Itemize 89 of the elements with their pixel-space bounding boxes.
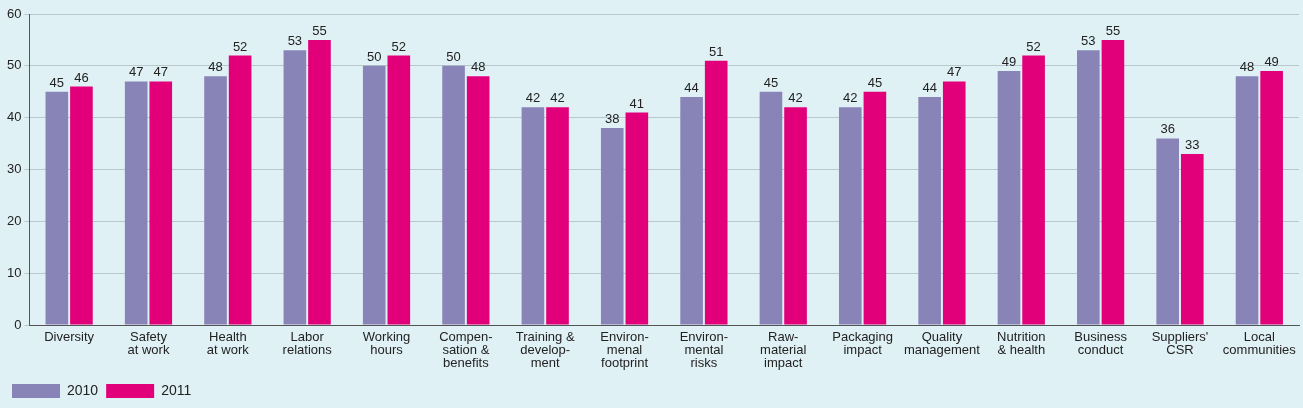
data-label: 49 bbox=[1001, 54, 1017, 70]
bar bbox=[625, 112, 649, 325]
data-label: 51 bbox=[708, 43, 724, 59]
x-tick-label: Environ- mental risks bbox=[679, 329, 729, 371]
bar bbox=[1101, 39, 1125, 325]
x-tick-label: Working hours bbox=[362, 329, 411, 358]
bar bbox=[997, 71, 1021, 325]
y-tick-label: 0 bbox=[14, 316, 22, 332]
bar bbox=[759, 91, 783, 325]
bar bbox=[149, 81, 173, 325]
data-label: 45 bbox=[867, 74, 883, 90]
bar bbox=[204, 76, 227, 325]
bar bbox=[680, 96, 703, 325]
x-tick-label: Labor relations bbox=[282, 329, 333, 358]
data-label: 52 bbox=[391, 38, 407, 54]
bar bbox=[546, 107, 569, 325]
bar bbox=[70, 86, 93, 325]
bar bbox=[521, 107, 545, 325]
bar bbox=[362, 65, 386, 325]
y-tick-label: 30 bbox=[6, 161, 22, 177]
data-label: 38 bbox=[605, 111, 620, 127]
data-label: 47 bbox=[128, 64, 144, 80]
x-tick-label: Suppliers' CSR bbox=[1151, 329, 1209, 358]
x-tick-label: Nutrition & health bbox=[997, 329, 1046, 358]
data-label: 50 bbox=[366, 48, 382, 64]
bar bbox=[45, 91, 69, 325]
x-tick-label: Quality management bbox=[904, 329, 981, 358]
bar bbox=[704, 60, 728, 325]
y-tick-label: 60 bbox=[6, 5, 22, 21]
x-tick-label: Local communities bbox=[1222, 329, 1297, 358]
bar bbox=[600, 128, 624, 325]
data-label: 50 bbox=[446, 48, 461, 64]
data-label: 49 bbox=[1264, 54, 1279, 70]
data-label: 53 bbox=[1081, 33, 1096, 49]
data-label: 33 bbox=[1185, 137, 1200, 153]
y-tick-label: 20 bbox=[6, 212, 22, 228]
data-label: 42 bbox=[788, 90, 803, 106]
data-label: 36 bbox=[1160, 121, 1175, 137]
bar bbox=[387, 55, 411, 325]
bar bbox=[308, 39, 331, 325]
data-label: 52 bbox=[232, 38, 248, 54]
x-tick-label: Raw- material impact bbox=[760, 329, 807, 371]
bar bbox=[283, 50, 307, 325]
x-tick-label: Compen- sation & benefits bbox=[439, 329, 493, 371]
bar bbox=[124, 81, 148, 325]
data-label: 45 bbox=[49, 74, 65, 90]
y-tick-label: 40 bbox=[6, 109, 22, 125]
data-label: 44 bbox=[684, 80, 699, 96]
bar bbox=[918, 96, 941, 325]
bar bbox=[1022, 55, 1045, 325]
data-label: 48 bbox=[1239, 59, 1255, 75]
y-tick-label: 50 bbox=[6, 57, 22, 73]
bar bbox=[1156, 138, 1179, 325]
x-tick-label: Environ- menal footprint bbox=[600, 329, 649, 371]
data-label: 52 bbox=[1026, 38, 1041, 54]
data-label: 48 bbox=[208, 59, 223, 75]
data-label: 47 bbox=[947, 64, 962, 80]
legend-label: 2011 bbox=[161, 381, 192, 398]
data-label: 42 bbox=[525, 90, 541, 106]
data-label: 42 bbox=[550, 90, 565, 106]
legend-label: 2010 bbox=[67, 381, 99, 398]
x-tick-label: Packaging impact bbox=[832, 329, 893, 358]
bar bbox=[1260, 71, 1283, 325]
bar bbox=[863, 91, 887, 325]
x-tick-label: Training & develop- ment bbox=[515, 329, 575, 371]
x-tick-label: Diversity bbox=[44, 329, 95, 345]
bar bbox=[1180, 153, 1204, 325]
data-label: 55 bbox=[1105, 22, 1121, 38]
bar bbox=[1077, 50, 1100, 325]
bar bbox=[838, 107, 862, 325]
data-label: 46 bbox=[74, 69, 89, 85]
x-tick-label: Business conduct bbox=[1074, 329, 1128, 358]
data-label: 55 bbox=[312, 22, 327, 38]
bar bbox=[442, 65, 465, 325]
bar bbox=[466, 76, 490, 325]
data-label: 44 bbox=[922, 80, 937, 96]
y-tick-label: 10 bbox=[6, 264, 22, 280]
data-label: 45 bbox=[763, 74, 779, 90]
bar bbox=[784, 107, 807, 325]
x-tick-label: Safety at work bbox=[127, 329, 170, 358]
x-tick-label: Health at work bbox=[206, 329, 250, 358]
bar bbox=[228, 55, 252, 325]
bar bbox=[942, 81, 966, 325]
data-label: 41 bbox=[629, 95, 645, 111]
data-label: 47 bbox=[153, 64, 169, 80]
data-label: 48 bbox=[470, 59, 486, 75]
data-label: 53 bbox=[287, 33, 303, 49]
bar bbox=[1235, 76, 1259, 325]
data-label: 42 bbox=[843, 90, 858, 106]
